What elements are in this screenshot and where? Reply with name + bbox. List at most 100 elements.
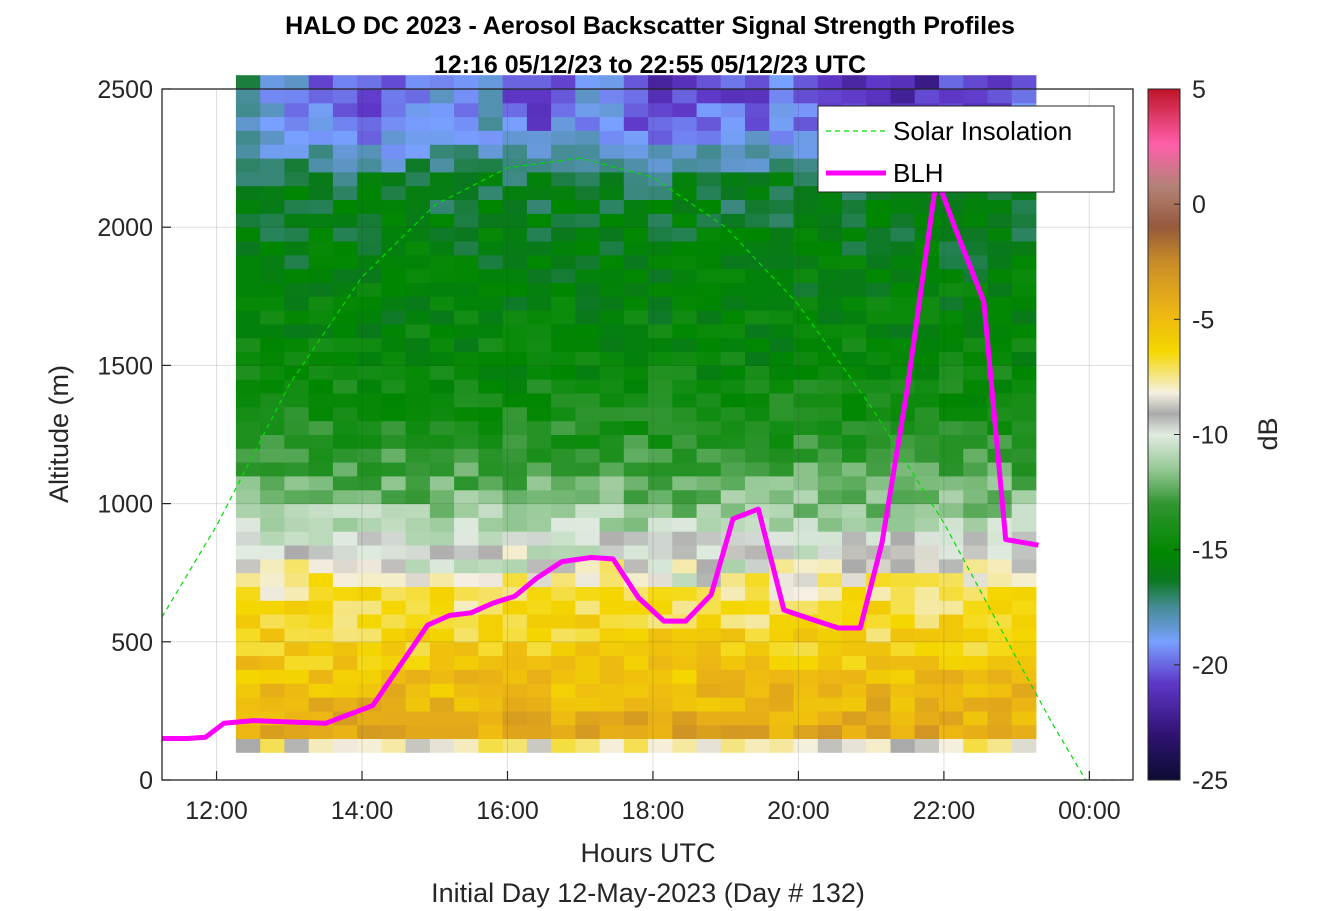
heatmap-cell [526, 337, 552, 353]
heatmap-cell [745, 448, 770, 463]
heatmap-cell [1011, 296, 1037, 311]
heatmap-cell [817, 710, 843, 726]
heatmap-cell [429, 323, 455, 339]
heatmap-cell [551, 310, 576, 325]
heatmap-cell [623, 406, 649, 422]
heatmap-cell [987, 420, 1013, 435]
heatmap-cell [332, 738, 358, 753]
heatmap-cell [235, 89, 261, 104]
heatmap-cell [357, 406, 382, 422]
heatmap-cell [987, 406, 1013, 422]
heatmap-cell [235, 144, 261, 159]
heatmap-cell [842, 545, 867, 560]
heatmap-cell [502, 517, 528, 532]
heatmap-cell [914, 669, 940, 684]
heatmap-cell [745, 420, 770, 435]
heatmap-cell [478, 213, 504, 228]
heatmap-cell [696, 310, 722, 325]
heatmap-cell [963, 406, 988, 422]
heatmap-cell [987, 310, 1013, 325]
heatmap-cell [696, 517, 722, 532]
heatmap-cell [575, 628, 600, 643]
heatmap-cell [284, 310, 310, 325]
heatmap-cell [648, 310, 673, 325]
heatmap-cell [308, 614, 334, 629]
y-tick-label: 2500 [97, 76, 153, 104]
heatmap-cell [769, 365, 794, 380]
heatmap-cell [890, 213, 916, 228]
heatmap-cell [551, 379, 576, 394]
heatmap-cell [1011, 199, 1037, 214]
heatmap-cell [866, 628, 891, 643]
heatmap-cell [1011, 614, 1037, 629]
heatmap-cell [429, 434, 455, 449]
heatmap-cell [260, 434, 285, 449]
heatmap-cell [842, 434, 867, 449]
heatmap-cell [575, 420, 600, 435]
heatmap-cell [696, 724, 722, 739]
heatmap-cell [575, 379, 600, 394]
heatmap-cell [308, 545, 334, 560]
heatmap-cell [890, 268, 916, 283]
heatmap-cell [866, 75, 891, 90]
heatmap-cell [769, 241, 794, 256]
heatmap-cell [648, 434, 673, 449]
heatmap-cell [866, 296, 891, 311]
heatmap-cell [817, 669, 843, 684]
heatmap-cell [672, 144, 697, 159]
heatmap-cell [890, 310, 916, 325]
heatmap-cell [1011, 462, 1037, 477]
heatmap-cell [939, 503, 964, 518]
heatmap-cell [720, 116, 746, 131]
heatmap-cell [720, 185, 746, 200]
heatmap-cell [648, 683, 673, 698]
heatmap-cell [987, 199, 1013, 214]
heatmap-cell [454, 628, 479, 643]
heatmap-cell [429, 254, 455, 270]
legend[interactable]: Solar Insolation BLH [817, 105, 1115, 193]
heatmap-cell [987, 282, 1013, 297]
heatmap-cell [478, 697, 504, 712]
heatmap-cell [939, 379, 964, 394]
heatmap-cell [696, 434, 722, 449]
heatmap-cell [381, 600, 407, 615]
heatmap-cell [987, 227, 1013, 242]
heatmap-cell [478, 323, 504, 339]
title-line-1: HALO DC 2023 - Aerosol Backscatter Signa… [285, 12, 1015, 40]
heatmap-cell [454, 489, 479, 505]
heatmap-cell [817, 199, 843, 214]
heatmap-cell [623, 365, 649, 380]
heatmap-cell [793, 503, 819, 518]
heatmap-cell [720, 669, 746, 684]
heatmap-cell [405, 476, 431, 491]
heatmap-cell [623, 489, 649, 505]
heatmap-cell [648, 531, 673, 546]
heatmap-cell [793, 185, 819, 200]
heatmap-cell [478, 75, 504, 90]
heatmap-cell [429, 697, 455, 712]
heatmap-cell [890, 531, 916, 546]
heatmap-cell [405, 738, 431, 753]
heatmap-cell [842, 710, 867, 726]
heatmap-cell [357, 75, 382, 90]
heatmap-cell [672, 406, 697, 422]
heatmap-cell [478, 628, 504, 643]
heatmap-cell [551, 227, 576, 242]
heatmap-cell [284, 199, 310, 214]
heatmap-cell [599, 268, 625, 283]
heatmap-cell [551, 268, 576, 283]
heatmap-cell [575, 171, 600, 187]
heatmap-cell [866, 406, 891, 422]
heatmap-cell [381, 75, 407, 90]
x-tick-label: 12:00 [185, 797, 248, 825]
heatmap-cell [381, 102, 407, 118]
heatmap-cell [745, 489, 770, 505]
heatmap-cell [405, 489, 431, 505]
heatmap-cell [381, 448, 407, 463]
heatmap-cell [260, 683, 285, 698]
heatmap-cell [599, 213, 625, 228]
heatmap-cell [308, 89, 334, 104]
heatmap-cell [866, 434, 891, 449]
heatmap-cell [696, 628, 722, 643]
